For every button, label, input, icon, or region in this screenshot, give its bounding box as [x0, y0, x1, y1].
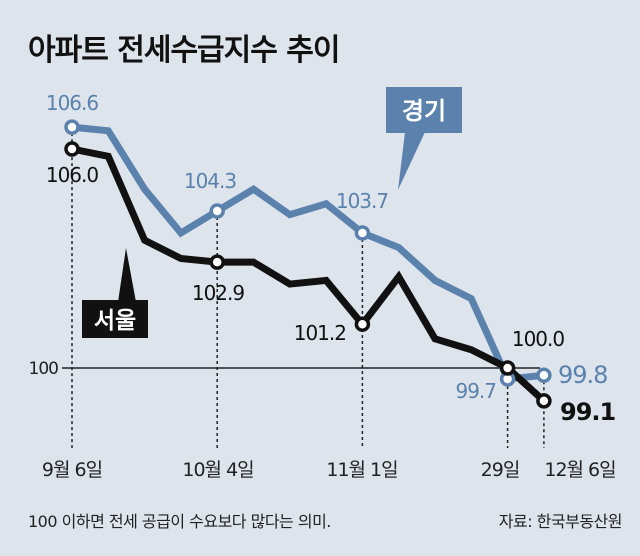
data-point-seoul — [536, 393, 552, 409]
data-label-seoul-8: 101.2 — [294, 321, 346, 345]
data-label-gyeonggi-0: 106.6 — [46, 91, 99, 115]
data-point-gyeonggi — [64, 119, 80, 135]
data-label-gyeonggi-13: 99.8 — [558, 361, 607, 389]
reference-line-label: 100 — [29, 359, 59, 379]
x-tick-label: 29일 — [481, 459, 520, 481]
chart-title: 아파트 전세수급지수 추이 — [28, 33, 340, 68]
legend-seoul-box — [82, 300, 148, 338]
data-point-gyeonggi — [209, 203, 225, 219]
data-point-gyeonggi — [536, 367, 552, 384]
x-tick-label: 11월 1일 — [326, 459, 397, 481]
source: 자료: 한국부동산원 — [499, 512, 622, 531]
data-point-seoul — [499, 360, 516, 376]
data-point-gyeonggi — [354, 225, 371, 241]
data-label-gyeonggi-12: 99.7 — [455, 379, 496, 403]
series-line-gyeonggi — [71, 123, 545, 383]
data-point-seoul — [64, 141, 80, 157]
legend-gyeonggi: 경기 — [386, 87, 462, 190]
data-label-seoul-12: 100.0 — [512, 327, 565, 351]
data-point-seoul — [209, 254, 225, 270]
legend-seoul-label: 서울 — [94, 308, 136, 334]
data-label-seoul-13: 99.1 — [560, 398, 616, 426]
legend-gyeonggi-pointer — [398, 132, 425, 190]
footnote: 100 이하면 전세 공급이 수요보다 많다는 의미. — [28, 512, 331, 531]
data-label-seoul-0: 106.0 — [46, 163, 99, 187]
data-label-gyeonggi-4: 104.3 — [184, 169, 237, 193]
legend-seoul-pointer — [118, 248, 136, 302]
legend-gyeonggi-label: 경기 — [402, 97, 446, 125]
legend-gyeonggi-box — [386, 87, 462, 133]
x-tick-label: 9월 6일 — [42, 459, 102, 481]
x-tick-label: 10월 4일 — [182, 459, 253, 481]
data-label-gyeonggi-8: 103.7 — [336, 189, 389, 213]
legend-seoul: 서울 — [82, 248, 148, 338]
series-line-seoul — [71, 145, 547, 404]
data-label-seoul-4: 102.9 — [192, 281, 245, 305]
x-tick-label: 12월 6일 — [544, 459, 615, 481]
data-point-seoul — [354, 316, 371, 332]
